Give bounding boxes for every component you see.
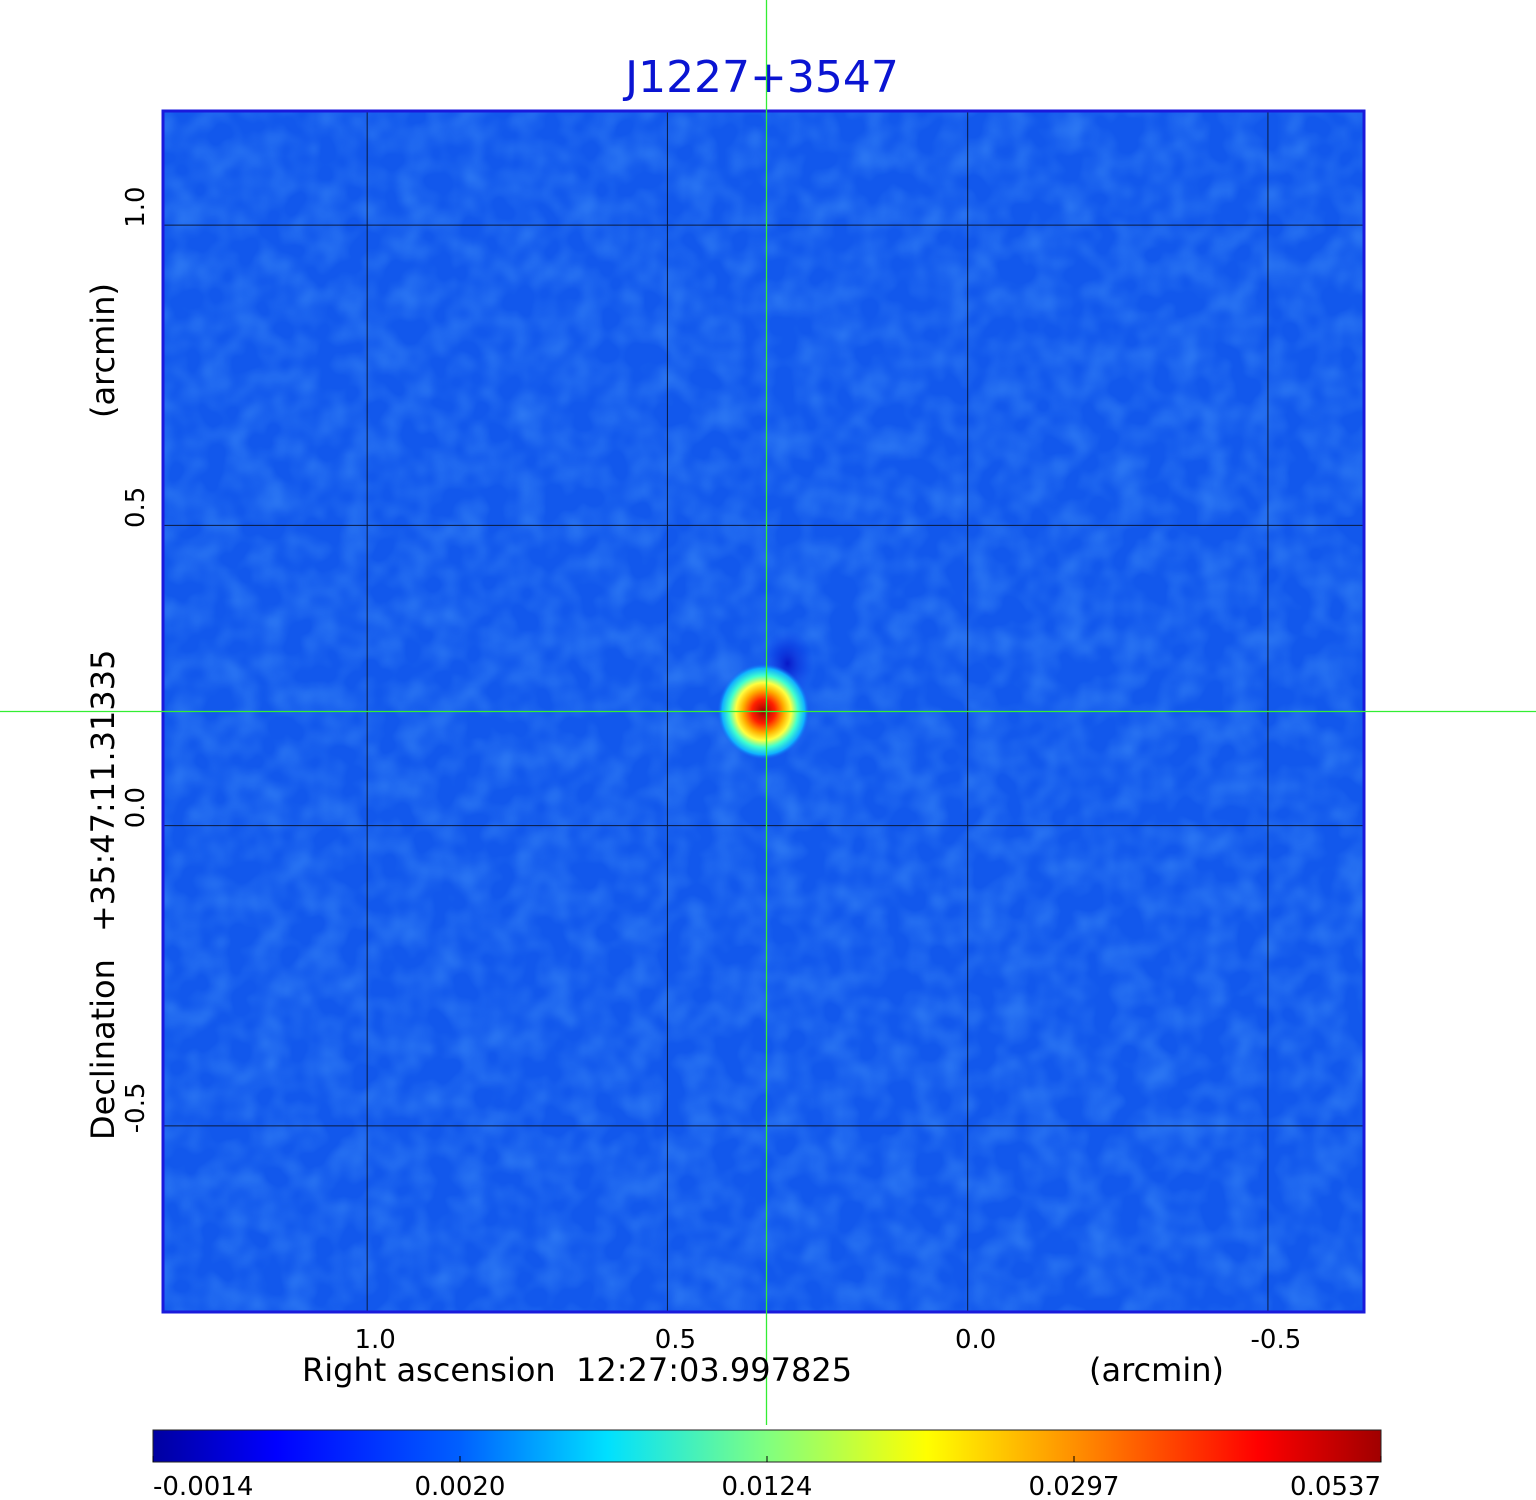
colorbar-tick-label: 0.0124 — [722, 1472, 813, 1500]
x-tick-label: 0.0 — [955, 1325, 996, 1355]
colorbar-tick-label: -0.0014 — [153, 1472, 253, 1500]
y-axis-label: Declination +35:47:11.31335 (arcmin) — [84, 283, 122, 1140]
y-tick-label: -0.5 — [121, 1082, 151, 1133]
x-tick-label: 1.0 — [354, 1325, 395, 1355]
y-axis-label-unit: (arcmin) — [84, 283, 122, 418]
chart-title: J1227+3547 — [622, 52, 899, 103]
x-axis-label-unit: (arcmin) — [1089, 1351, 1224, 1389]
y-axis-label-name: Declination — [84, 959, 122, 1140]
x-axis-label: Right ascension 12:27:03.997825 (arcmin) — [302, 1351, 1224, 1389]
y-tick-label: 0.5 — [121, 487, 151, 528]
x-tick-label: 0.5 — [655, 1325, 696, 1355]
y-tick-label: 0.0 — [121, 787, 151, 828]
colorbar-tick-label: 0.0537 — [1290, 1472, 1381, 1500]
colorbar-tick-label: 0.0297 — [1029, 1472, 1120, 1500]
x-axis-label-center: 12:27:03.997825 — [576, 1351, 852, 1389]
x-axis-label-name: Right ascension — [302, 1351, 556, 1389]
colorbar-tick-label: 0.0020 — [415, 1472, 506, 1500]
x-tick-label: -0.5 — [1251, 1325, 1302, 1355]
y-axis-label-center: +35:47:11.31335 — [84, 650, 122, 933]
y-tick-label: 1.0 — [121, 186, 151, 227]
